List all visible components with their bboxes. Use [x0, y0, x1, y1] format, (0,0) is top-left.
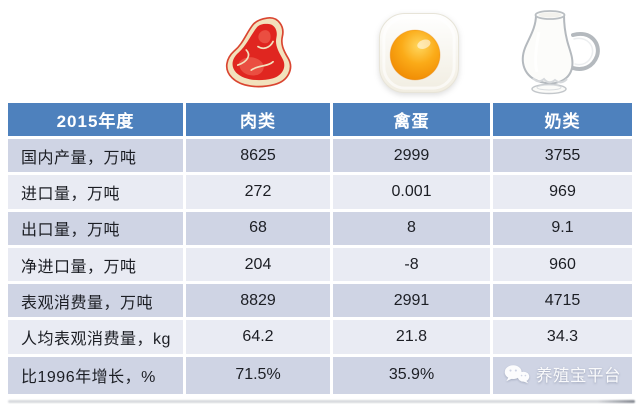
table-row-imports: 进口量，万吨 272 0.001 969: [8, 175, 632, 209]
cell-milk: 3755: [493, 139, 632, 173]
cell-meat: 8829: [186, 284, 330, 318]
cell-milk: 969: [493, 175, 632, 209]
fried-egg-icon: [377, 12, 461, 94]
cell-meat: 64.2: [186, 320, 330, 354]
cell-eggs: 2999: [333, 139, 490, 173]
header-milk: 奶类: [493, 103, 632, 136]
row-label: 净进口量，万吨: [8, 247, 183, 282]
cell-milk: 34.3: [493, 320, 632, 354]
table-row-growth-vs-1996: 比1996年增长，% 71.5% 35.9%: [8, 356, 632, 394]
cell-meat: 68: [186, 211, 330, 245]
table-row-exports: 出口量，万吨 68 8 9.1: [8, 211, 632, 245]
cell-meat: 272: [186, 175, 330, 209]
row-label: 表观消费量，万吨: [8, 284, 183, 318]
table-row-net-imports: 净进口量，万吨 204 -8 960: [8, 247, 632, 282]
cell-meat: 204: [186, 247, 330, 282]
watermark-text: 养殖宝平台: [536, 366, 621, 385]
supply-demand-table: 2015年度 肉类 禽蛋 奶类 国内产量，万吨 8625 2999 3755 进…: [5, 100, 635, 397]
table-row-domestic-output: 国内产量，万吨 8625 2999 3755: [8, 139, 632, 173]
cell-milk: 9.1: [493, 211, 632, 245]
table-header-row: 2015年度 肉类 禽蛋 奶类: [8, 103, 632, 136]
cell-milk: 4715: [493, 284, 632, 318]
header-year: 2015年度: [8, 103, 183, 136]
cell-eggs: 21.8: [333, 320, 490, 354]
cell-eggs: 8: [333, 211, 490, 245]
cell-meat: 71.5%: [186, 356, 330, 394]
cell-eggs: -8: [333, 247, 490, 282]
cell-eggs: 2991: [333, 284, 490, 318]
table-row-per-capita-consumption: 人均表观消费量，kg 64.2 21.8 34.3: [8, 320, 632, 354]
watermark: 养殖宝平台: [504, 362, 621, 386]
image-bottom-shadow: [8, 400, 635, 403]
milk-glass-icon: [503, 2, 607, 98]
row-label: 比1996年增长，%: [8, 356, 183, 394]
header-meat: 肉类: [186, 103, 330, 136]
cell-meat: 8625: [186, 139, 330, 173]
cell-milk: 960: [493, 247, 632, 282]
cell-milk-watermarked: 养殖宝平台: [493, 356, 632, 394]
meat-icon: [221, 10, 305, 100]
row-label: 国内产量，万吨: [8, 139, 183, 173]
cell-eggs: 0.001: [333, 175, 490, 209]
row-label: 进口量，万吨: [8, 175, 183, 209]
cell-eggs: 35.9%: [333, 356, 490, 394]
row-label: 出口量，万吨: [8, 211, 183, 245]
wechat-icon: [504, 365, 530, 384]
table-row-apparent-consumption: 表观消费量，万吨 8829 2991 4715: [8, 284, 632, 318]
header-eggs: 禽蛋: [333, 103, 490, 136]
row-label: 人均表观消费量，kg: [8, 320, 183, 354]
